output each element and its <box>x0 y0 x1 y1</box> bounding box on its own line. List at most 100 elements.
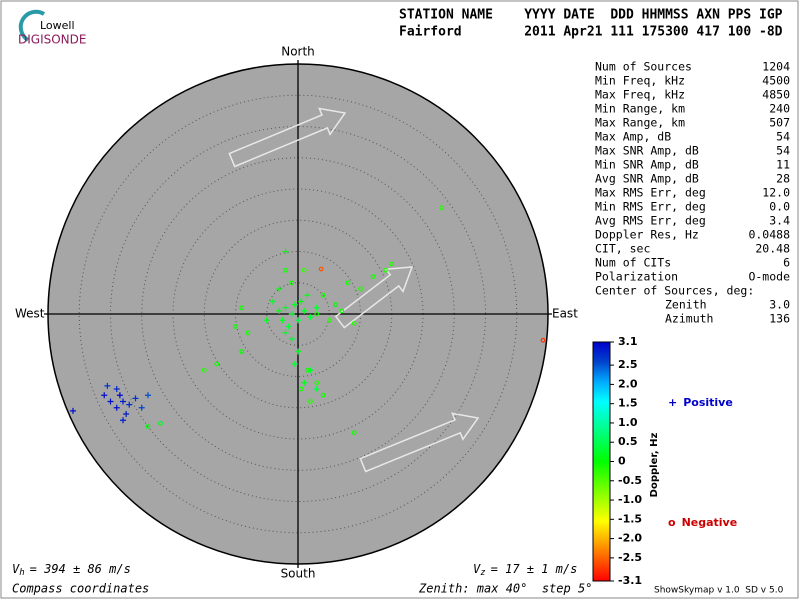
vh-sub: h <box>19 568 24 578</box>
stat-label: Min Range, km <box>595 102 685 116</box>
point-positive <box>313 386 320 392</box>
point-positive <box>116 392 123 399</box>
point-positive <box>145 392 151 399</box>
point-positive <box>270 298 276 305</box>
point-positive <box>282 248 289 255</box>
point-negative <box>245 330 251 336</box>
stat-label: Max SNR Amp, dB <box>595 144 699 158</box>
stat-value: 136 <box>769 312 790 326</box>
header-line: Fairford 2011 Apr21 111 175300 417 100 -… <box>399 25 783 40</box>
stat-value: 4500 <box>762 74 790 88</box>
stat-label: Avg RMS Err, deg <box>595 214 706 228</box>
direction-label: East <box>552 307 578 321</box>
stat-value: O-mode <box>748 270 790 284</box>
legend-entry: + Positive <box>668 396 733 409</box>
point-negative <box>370 274 376 279</box>
zenith-note: Zenith: max 40° step 5° <box>418 582 592 596</box>
stat-value: 240 <box>769 102 790 116</box>
point-negative <box>318 266 324 272</box>
point-positive <box>282 329 289 336</box>
point-positive <box>276 307 283 314</box>
colorbar-tick-label: 1.0 <box>618 416 638 429</box>
point-negative <box>358 286 363 292</box>
stat-label: Max Amp, dB <box>595 130 671 144</box>
stat-value: 28 <box>776 172 790 186</box>
stat-label: Min Freq, kHz <box>595 74 685 88</box>
colorbar-tick-label: 3.1 <box>618 335 638 348</box>
vh: Vh = 394 ± 86 m/s <box>12 562 131 578</box>
colorbar-tick-label: -0.5 <box>618 474 642 487</box>
point-positive <box>132 395 139 402</box>
legend-name: Negative <box>682 516 738 529</box>
stats: 3.1 2.5 2.0 1.5 1.0 0.5 0 -0.5 -1.0 -1.5 -2.0 -2.5 -… <box>592 60 790 587</box>
vz: Vz = 17 ± 1 m/s <box>473 562 577 578</box>
stat-value: 54 <box>776 144 790 158</box>
point-positive <box>107 398 114 405</box>
point-positive <box>123 411 130 417</box>
stat-label: Max Freq, kHz <box>595 88 685 102</box>
point-negative <box>289 280 295 286</box>
point-negative <box>283 267 288 273</box>
version: ShowSkymap v 1.0 SD v 5.0 <box>654 586 784 596</box>
drift-arrow <box>359 412 480 473</box>
direction-label: North <box>281 45 315 59</box>
point-positive <box>291 301 298 308</box>
point-negative <box>214 361 220 367</box>
point-negative <box>351 430 357 436</box>
colorbar-tick-label: 2.5 <box>618 358 638 371</box>
legend-marker: o <box>668 516 676 529</box>
colorbar-tick-label: -2.5 <box>618 551 642 564</box>
point-negative <box>201 367 207 373</box>
stat-label: Min RMS Err, deg <box>595 200 706 214</box>
stat-value: 12.0 <box>762 186 790 200</box>
vh-text: = 394 ± 86 m/s <box>30 562 131 576</box>
stat-label: Max Range, km <box>595 116 685 130</box>
point-negative <box>383 267 388 273</box>
point-positive <box>282 304 289 311</box>
point-negative <box>540 337 546 343</box>
stat-label: Num of CITs <box>595 256 671 270</box>
drift-arrow <box>334 266 414 329</box>
stat-label: Zenith <box>665 298 707 312</box>
point-negative <box>339 308 345 314</box>
stat-label: Avg SNR Amp, dB <box>595 172 699 186</box>
skymap: North South East West <box>15 45 578 581</box>
stat-value: 11 <box>776 158 790 172</box>
direction-label: South <box>281 567 316 581</box>
point-negative <box>439 205 445 211</box>
point-negative <box>158 420 163 426</box>
point-positive <box>113 386 120 392</box>
point-negative <box>239 349 245 354</box>
legend-entry: o Negative <box>668 516 737 529</box>
stat-value: 3.0 <box>769 298 790 312</box>
point-positive <box>304 292 311 299</box>
point-positive <box>307 314 314 321</box>
point-positive <box>288 336 295 342</box>
stat-value: 1204 <box>762 60 790 74</box>
stat-label: Center of Sources, deg: <box>595 284 754 298</box>
point-positive <box>263 317 270 324</box>
stat-value: 3.4 <box>769 214 790 228</box>
point-positive <box>120 398 126 405</box>
colorbar-tick-label: 0 <box>618 455 626 468</box>
colorbar-tick-label: 1.5 <box>618 397 638 410</box>
colorbar-tick-label: -3.1 <box>618 574 642 587</box>
point-negative <box>333 302 338 308</box>
colorbar-tick-label: 2.0 <box>618 377 638 390</box>
colorbar-tick-label: -2.0 <box>618 532 642 545</box>
colorbar <box>592 341 611 582</box>
coords-note: Compass coordinates <box>12 582 149 596</box>
stat-value: 6 <box>783 256 790 270</box>
point-negative <box>304 367 310 373</box>
vz-text: = 17 ± 1 m/s <box>491 562 578 576</box>
stat-label: CIT, sec <box>595 242 650 256</box>
point-positive <box>279 317 286 324</box>
colorbar-label: Doppler, Hz <box>649 433 660 498</box>
stat-value: 4850 <box>762 88 790 102</box>
stat-value: 54 <box>776 130 790 144</box>
point-positive <box>301 379 308 386</box>
stat-value: 20.48 <box>755 242 790 256</box>
logo-bottom: DIGISONDE <box>18 33 86 47</box>
